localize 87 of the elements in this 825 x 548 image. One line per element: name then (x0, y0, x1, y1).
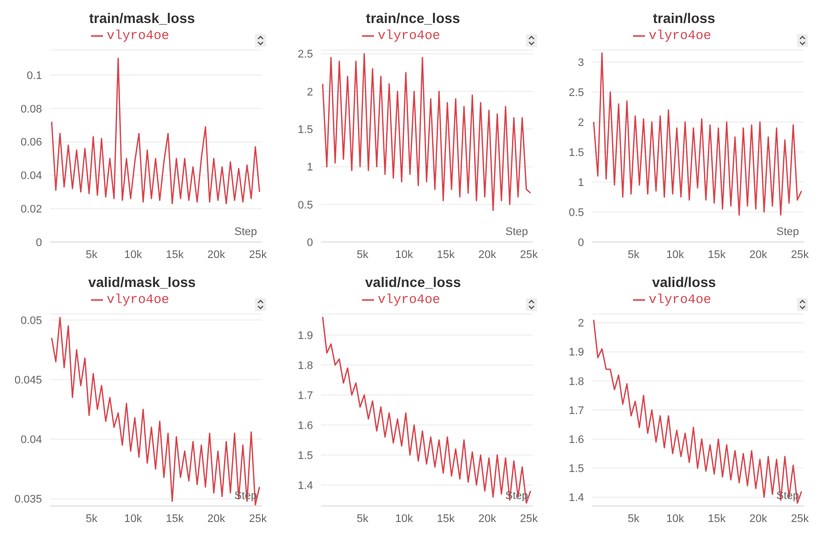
y-tick-label: 0.02 (20, 204, 42, 216)
y-tick-label: 1.5 (568, 463, 584, 476)
x-tick-label: 20k (478, 512, 497, 525)
line-series (593, 319, 802, 504)
y-tick-label: 1.9 (568, 346, 584, 359)
legend-label: vlyro4oe (106, 28, 170, 43)
x-tick-label: 25k (790, 512, 810, 525)
line-series (322, 53, 532, 212)
y-tick-label: 0.05 (20, 314, 42, 327)
x-tick-label: 10k (666, 248, 684, 261)
line-series (51, 58, 260, 204)
x-tick-label: 15k (166, 512, 184, 525)
y-tick-label: 1.9 (298, 330, 313, 342)
y-tick-label: 0.08 (20, 103, 42, 116)
y-tick-label: 1 (306, 162, 313, 174)
x-tick-label: 25k (790, 248, 810, 261)
legend-label: vlyro4oe (106, 292, 170, 307)
y-tick-label: 1.4 (298, 480, 313, 492)
y-tick-label: 1.6 (298, 420, 313, 432)
y-tick-label: 0.04 (20, 434, 42, 446)
y-tick-label: 1.4 (568, 492, 584, 504)
x-tick-label: 15k (166, 248, 184, 261)
y-tick-label: 0.045 (14, 374, 42, 386)
y-tick-label: 1 (578, 176, 584, 189)
x-tick-label: 5k (628, 512, 640, 525)
y-tick-label: 2.5 (298, 48, 313, 61)
y-tick-label: 1.8 (568, 376, 584, 388)
x-tick-label: 5k (356, 512, 369, 525)
x-tick-label: 15k (436, 248, 456, 261)
x-tick-label: 10k (395, 512, 414, 525)
y-tick-label: 0.04 (20, 170, 42, 182)
x-tick-label: 20k (749, 512, 768, 525)
x-tick-label: 10k (124, 512, 142, 525)
y-tick-label: 1.7 (568, 404, 584, 417)
x-tick-label: 20k (478, 248, 497, 261)
x-tick-label: 10k (395, 248, 414, 261)
y-tick-label: 2 (578, 318, 584, 330)
chart-title: valid/loss (651, 273, 717, 292)
line-series (593, 52, 802, 216)
x-tick-label: 20k (207, 512, 226, 525)
y-tick-label: 0 (306, 236, 313, 249)
chart-title: train/nce_loss (364, 9, 462, 28)
x-tick-label: 25k (520, 512, 538, 525)
y-tick-label: 1.5 (298, 450, 313, 462)
chart-title: train/mask_loss (88, 9, 196, 28)
x-tick-label: 5k (628, 248, 640, 261)
y-tick-label: 1.7 (298, 390, 313, 402)
y-tick-label: 1.5 (568, 146, 584, 159)
x-tick-label: 25k (520, 248, 538, 261)
y-tick-label: 0 (36, 236, 42, 249)
x-tick-label: 10k (666, 512, 684, 525)
chart-title: valid/mask_loss (87, 273, 197, 292)
y-tick-label: 0.5 (568, 206, 584, 219)
y-tick-label: 0 (578, 236, 584, 249)
chart-title: train/loss (652, 9, 716, 28)
y-tick-label: 1.8 (298, 360, 313, 372)
y-tick-label: 2.5 (568, 86, 584, 99)
y-tick-label: 1.6 (568, 434, 584, 446)
y-tick-label: 3 (578, 56, 584, 69)
x-tick-label: 15k (708, 512, 726, 525)
x-tick-label: 15k (708, 248, 726, 261)
x-tick-label: 5k (86, 248, 98, 261)
x-tick-label: 20k (207, 248, 226, 261)
x-axis-title: Step (505, 226, 528, 238)
x-tick-label: 15k (436, 512, 456, 525)
legend-label: vlyro4oe (378, 292, 440, 307)
x-axis-title: Step (776, 226, 799, 238)
legend-label: vlyro4oe (648, 28, 712, 43)
chart-title: valid/nce_loss (364, 273, 462, 292)
x-tick-label: 5k (356, 248, 369, 261)
y-tick-label: 0.06 (20, 136, 42, 149)
x-tick-label: 25k (248, 248, 268, 261)
y-tick-label: 1.5 (298, 124, 313, 136)
line-series (51, 316, 260, 506)
line-series (322, 316, 532, 504)
x-tick-label: 20k (749, 248, 768, 261)
x-tick-label: 25k (248, 512, 268, 525)
y-tick-label: 2 (578, 116, 584, 129)
x-axis-title: Step (234, 226, 257, 238)
x-tick-label: 5k (86, 512, 98, 525)
y-tick-label: 0.035 (14, 494, 42, 506)
x-tick-label: 10k (124, 248, 142, 261)
y-tick-label: 0.1 (26, 70, 42, 82)
y-tick-label: 2 (306, 86, 313, 98)
y-tick-label: 0.5 (298, 199, 313, 212)
legend-label: vlyro4oe (648, 292, 712, 307)
legend-label: vlyro4oe (378, 28, 440, 43)
